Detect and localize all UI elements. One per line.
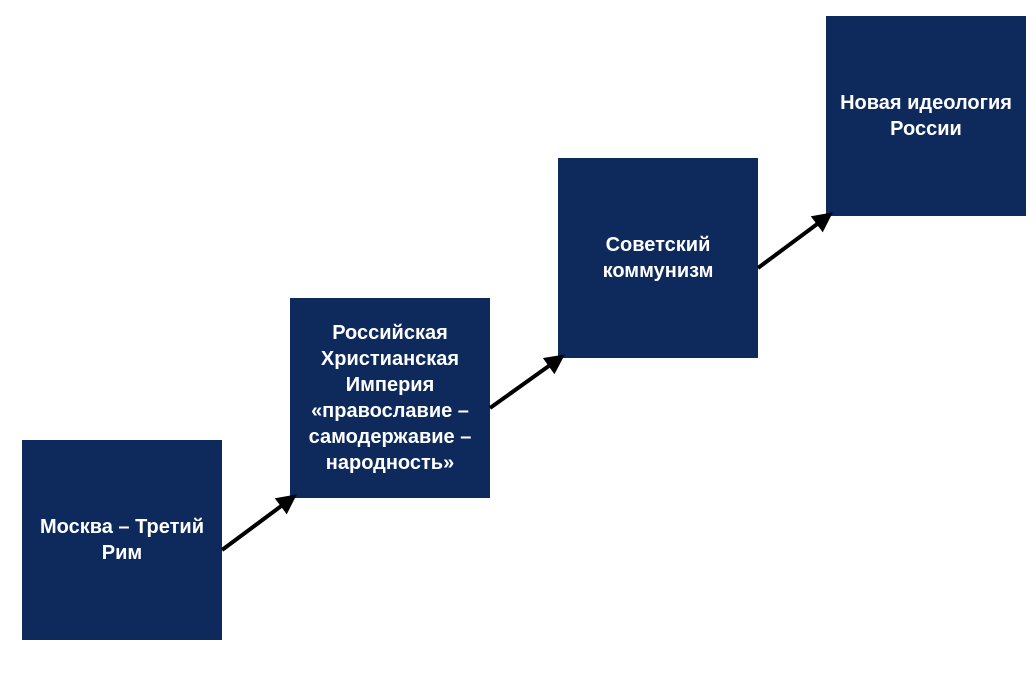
flowchart-node-n4: Новая идеология России [826, 16, 1026, 216]
flowchart-arrow [476, 344, 574, 422]
flowchart-node-label: Советский коммунизм [566, 232, 750, 284]
flowchart-node-n2: Российская Христианская Империя «правосл… [290, 298, 490, 498]
flowchart-arrow [744, 202, 842, 282]
flowchart-node-label: Москва – Третий Рим [30, 514, 214, 566]
flowchart-node-label: Новая идеология России [834, 90, 1018, 142]
flowchart-arrow [208, 484, 306, 564]
flowchart-node-label: Российская Христианская Империя «правосл… [298, 320, 482, 476]
flowchart-node-n1: Москва – Третий Рим [22, 440, 222, 640]
flowchart-node-n3: Советский коммунизм [558, 158, 758, 358]
